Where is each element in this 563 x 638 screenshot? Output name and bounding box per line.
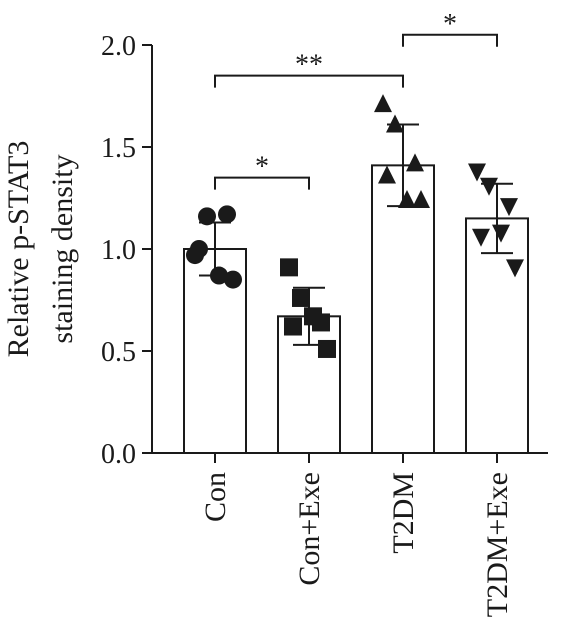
data-point-circle xyxy=(224,270,242,289)
y-tick-label: 2.0 xyxy=(101,31,136,62)
data-point-triangle-down xyxy=(472,228,490,247)
data-point-triangle-down xyxy=(506,259,524,278)
y-tick-label: 1.0 xyxy=(101,235,136,266)
y-tick-label: 1.5 xyxy=(101,133,136,164)
bar-t2dm xyxy=(371,164,435,455)
bars xyxy=(183,164,529,455)
data-point-circle xyxy=(210,266,228,285)
data-point-triangle-up xyxy=(378,165,396,184)
data-point-triangle-up xyxy=(398,190,416,209)
significance-brackets: **** xyxy=(214,9,498,190)
data-point-triangle-down xyxy=(468,163,486,182)
data-point-triangle-down xyxy=(500,198,518,217)
data-point-square xyxy=(304,307,322,326)
y-tick-label: 0.0 xyxy=(101,439,136,470)
data-point-triangle-up xyxy=(412,190,430,209)
y-axis-label-line: staining density xyxy=(46,154,79,343)
significance-label: * xyxy=(443,9,457,40)
data-point-triangle-up xyxy=(374,94,392,113)
axes: 0.0 0.5 1.0 1.5 2.0 xyxy=(101,31,548,470)
y-tick-label: 0.5 xyxy=(101,337,136,368)
data-point-square xyxy=(284,317,302,336)
y-axis-label: Relative p-STAT3 staining density xyxy=(2,141,79,358)
data-point-triangle-up xyxy=(386,114,404,133)
data-point-circle xyxy=(198,207,216,226)
data-point-triangle-down xyxy=(480,177,498,196)
x-tick-label: T2DM+Exe xyxy=(481,472,514,617)
data-point-circle xyxy=(218,205,236,224)
bar-t2dm-exe xyxy=(465,217,529,454)
significance-bracket xyxy=(214,176,310,190)
x-tick-label: Con+Exe xyxy=(293,472,326,586)
data-point-circle xyxy=(190,240,208,258)
significance-bracket xyxy=(402,33,498,47)
significance-label: ** xyxy=(295,50,323,81)
significance-bracket xyxy=(214,74,404,88)
data-points xyxy=(186,94,524,358)
data-point-triangle-up xyxy=(406,153,424,172)
x-tick-labels: Con Con+Exe T2DM T2DM+Exe xyxy=(199,472,514,617)
data-point-square xyxy=(280,258,298,277)
x-tick-label: T2DM xyxy=(387,472,420,554)
significance-label: * xyxy=(255,152,269,183)
y-axis-label-line: Relative p-STAT3 xyxy=(2,141,35,358)
x-tick-label: Con xyxy=(199,472,232,522)
data-point-square xyxy=(318,339,336,358)
data-point-triangle-down xyxy=(492,224,510,243)
data-point-square xyxy=(292,288,310,307)
